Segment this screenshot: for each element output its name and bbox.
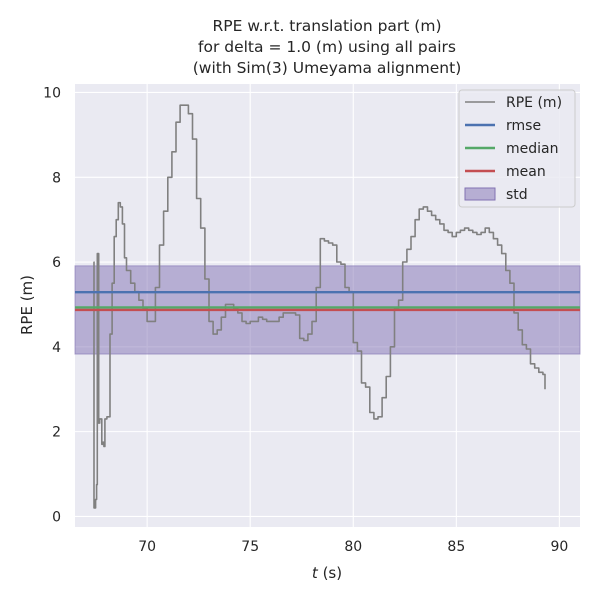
rpe-series-line: [93, 104, 546, 509]
y-tick-label: 8: [52, 170, 61, 186]
y-tick-label: 0: [52, 509, 61, 525]
y-tick-label: 2: [52, 425, 61, 441]
legend-label: rmse: [506, 118, 541, 134]
x-tick-label: 70: [138, 539, 156, 555]
x-axis-label-var: t: [312, 564, 319, 582]
legend-label: mean: [506, 164, 546, 180]
x-axis-label: t (s): [312, 564, 342, 582]
legend-swatch: [464, 187, 496, 201]
x-tick-label: 80: [344, 539, 362, 555]
tick-labels: 70 75 80 85 90 0 2 4 6 8 10: [43, 85, 568, 555]
y-axis-label: RPE (m): [18, 275, 36, 335]
title-line-2: for delta = 1.0 (m) using all pairs: [198, 38, 456, 56]
legend-label: std: [506, 187, 528, 203]
x-tick-label: 90: [550, 539, 568, 555]
legend-label: RPE (m): [506, 95, 562, 111]
title-line-3: (with Sim(3) Umeyama alignment): [193, 59, 462, 77]
x-axis-label-unit: (s): [318, 564, 342, 582]
x-tick-label: 75: [241, 539, 259, 555]
series-layer: [75, 104, 580, 509]
chart-title: RPE w.r.t. translation part (m) for delt…: [193, 17, 462, 77]
legend: RPE (m) rmse median mean std: [458, 89, 576, 208]
y-tick-label: 10: [43, 85, 61, 101]
legend-box: [458, 89, 576, 208]
x-tick-label: 85: [447, 539, 465, 555]
title-line-1: RPE w.r.t. translation part (m): [212, 17, 441, 35]
y-tick-label: 6: [52, 255, 61, 271]
legend-label: median: [506, 141, 558, 157]
y-tick-label: 4: [52, 340, 61, 356]
